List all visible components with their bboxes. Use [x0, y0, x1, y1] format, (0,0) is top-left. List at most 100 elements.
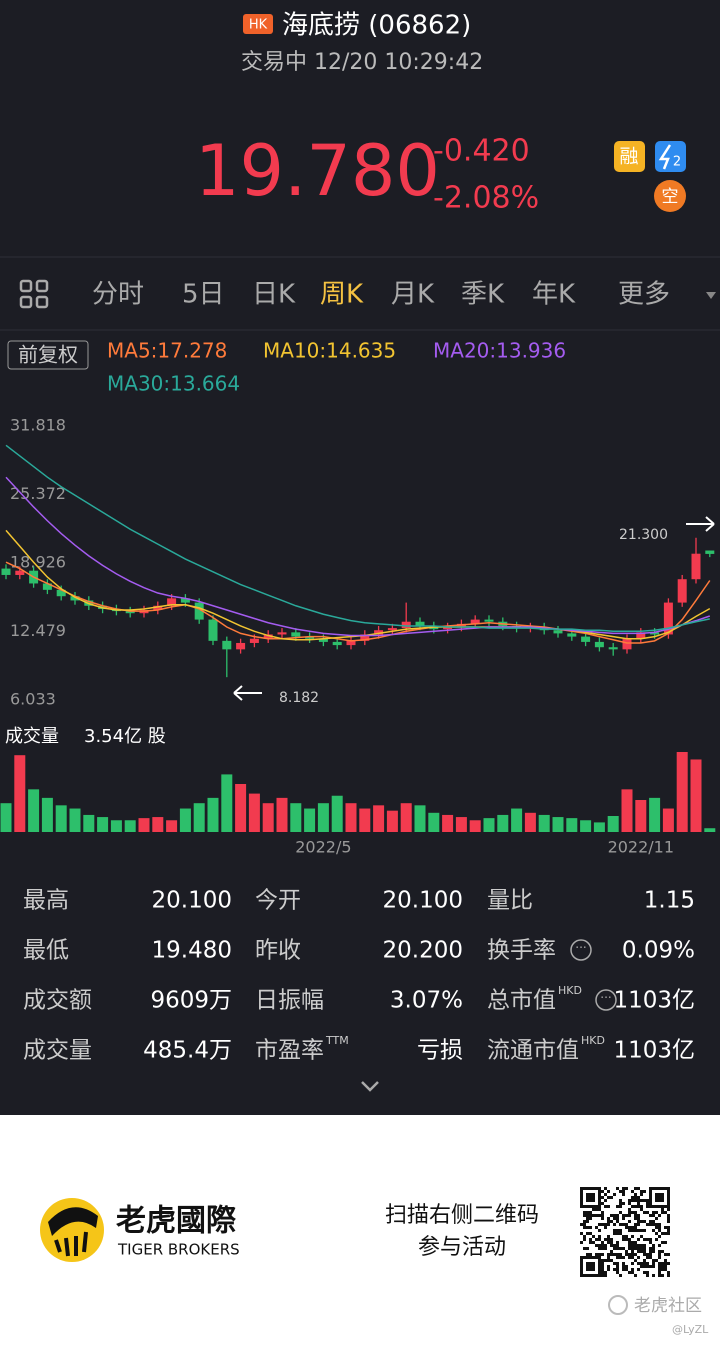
candle-body [180, 598, 190, 603]
tab[interactable]: 分时 [92, 280, 144, 310]
stat-value: 3.07% [390, 988, 463, 1014]
adjust-box[interactable] [7, 340, 89, 370]
candle-body [56, 589, 66, 597]
stat-label: 成交额 [23, 988, 92, 1014]
stat-value: 1.15 [644, 888, 695, 914]
price: 19.780 [195, 130, 440, 212]
icon-margin[interactable] [614, 141, 645, 172]
brand-cn: 老虎國際 [116, 1204, 236, 1239]
candle-body [677, 579, 687, 603]
candle-body [15, 570, 25, 575]
user: @LyZL [672, 1323, 709, 1336]
info-dots: ··· [575, 941, 586, 955]
tab[interactable]: 周K [320, 280, 364, 310]
candle-body [401, 621, 411, 629]
x-tick-label: 2022/11 [608, 838, 674, 857]
ma-line [5, 444, 710, 633]
stat-value: 1103亿 [613, 1038, 695, 1064]
volume-bar [97, 817, 109, 832]
stat-label: 昨收 [255, 938, 301, 964]
dropdown[interactable] [706, 292, 716, 299]
volume-bar [276, 797, 288, 832]
candle-body [194, 602, 204, 620]
stat-value: 19.480 [152, 938, 232, 964]
volume-bar [55, 805, 67, 832]
icon-short-label: 空 [662, 187, 679, 207]
volume-bar [373, 805, 385, 832]
annotation: 21.300 [619, 527, 668, 543]
volume-bar [262, 803, 274, 832]
change-pct: -2.08% [433, 181, 539, 216]
volume-bar [524, 812, 536, 832]
stat-value: 485.4万 [143, 1038, 232, 1064]
volume-bar [483, 818, 495, 832]
volume-bar [455, 817, 467, 832]
stat-sup: TTM [325, 1034, 349, 1047]
candle-body [691, 553, 701, 580]
stat-label: 今开 [255, 888, 301, 914]
stat-label: 流通市值 [487, 1038, 579, 1064]
candle-body [360, 634, 370, 641]
candle-body [581, 636, 591, 642]
y-tick-label: 31.818 [10, 416, 66, 435]
ma-legend: MA10:14.635 [263, 339, 396, 363]
candle-body [236, 642, 246, 650]
volume-bar [676, 752, 688, 832]
volume-bar [14, 755, 26, 832]
title: 海底捞 (06862) [282, 11, 471, 41]
tab[interactable]: 日K [252, 280, 296, 310]
stat-value: 亏损 [417, 1038, 463, 1064]
annotation: 8.182 [279, 690, 319, 706]
icon-margin-label: 融 [619, 146, 638, 168]
volume-bar [207, 797, 219, 832]
info-icon [570, 939, 592, 961]
stat-sup: HKD [581, 1034, 605, 1047]
candle-body [332, 641, 342, 646]
stat-label: 市盈率 [255, 1038, 324, 1064]
y-tick-label: 18.926 [10, 552, 66, 571]
stat-label: 日振幅 [255, 988, 324, 1014]
adjust[interactable]: 前复权 [18, 343, 78, 367]
volume-bar [248, 793, 260, 832]
candle-body [305, 636, 315, 639]
info-icon [595, 989, 617, 1011]
volume-bar [304, 808, 316, 832]
candle-body [125, 611, 135, 614]
volume-bar [690, 759, 702, 832]
candle-body [484, 619, 494, 622]
candle-body [567, 633, 577, 637]
candle-body [553, 630, 563, 634]
volume-bar [469, 820, 481, 832]
tab[interactable]: 更多 [618, 280, 670, 310]
tab[interactable]: 年K [532, 280, 576, 310]
volume-bar [621, 789, 633, 832]
candle-body [277, 632, 287, 635]
volume-bar [428, 812, 440, 832]
volume-bar [124, 820, 136, 832]
volume-bar [166, 820, 178, 832]
volume-bar [69, 808, 81, 832]
candle-body [318, 638, 328, 642]
icon-short[interactable] [654, 180, 686, 212]
stat-value: 20.100 [383, 888, 463, 914]
expand[interactable] [361, 1081, 379, 1092]
tab[interactable]: 月K [391, 280, 435, 310]
logo-stripe [48, 1207, 98, 1236]
volume-bar [359, 808, 371, 832]
candle-body [387, 628, 397, 631]
volume-bar [552, 817, 564, 832]
grid-icon[interactable] [19, 279, 49, 309]
icon-level2-label: 2 [673, 155, 681, 170]
candle-body [705, 550, 715, 554]
candle-body [650, 632, 660, 635]
volume-bar [179, 808, 191, 832]
volume-bar [345, 803, 357, 832]
stat-label: 最高 [23, 888, 69, 914]
icon-level2[interactable] [655, 141, 686, 172]
tab[interactable]: 季K [461, 280, 505, 310]
tab[interactable]: 5日 [182, 280, 225, 310]
candle-body [594, 641, 604, 648]
volume-bar [635, 800, 647, 832]
candle-body [415, 621, 425, 626]
